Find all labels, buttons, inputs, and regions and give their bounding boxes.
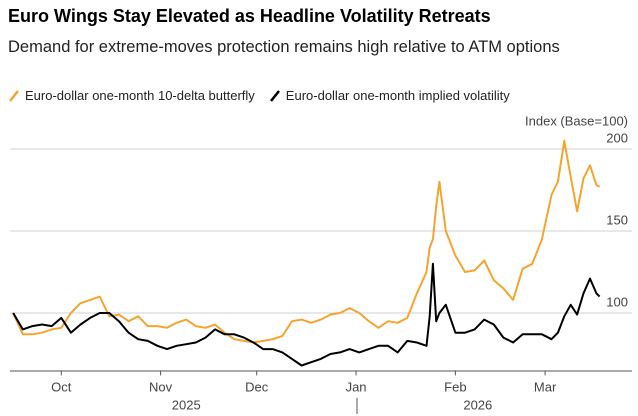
legend-label: Euro-dollar one-month 10-delta butterfly [25, 88, 255, 103]
legend-mark [269, 89, 280, 102]
legend-mark [9, 89, 19, 102]
x-tick-label: Dec [245, 379, 269, 394]
y-tick-label: 200 [606, 130, 628, 145]
legend-swatch [9, 89, 19, 102]
x-tick-label: Jan [346, 379, 367, 394]
chart-subtitle: Demand for extreme-moves protection rema… [8, 38, 560, 56]
year-label: 2025 [172, 397, 201, 412]
y-axis-label: Index (Base=100) [525, 113, 628, 128]
y-tick-label: 150 [606, 212, 628, 227]
legend-swatch [269, 89, 280, 102]
legend-item: Euro-dollar one-month 10-delta butterfly [8, 88, 255, 103]
legend-label: Euro-dollar one-month implied volatility [285, 88, 510, 103]
year-label: 2026 [463, 397, 492, 412]
legend: Euro-dollar one-month 10-delta butterfly… [8, 88, 510, 103]
chart-title: Euro Wings Stay Elevated as Headline Vol… [8, 6, 491, 26]
x-tick-label: Oct [51, 379, 72, 394]
legend-item: Euro-dollar one-month implied volatility [269, 88, 510, 103]
series-line [12, 139, 601, 344]
x-tick-label: Nov [149, 379, 173, 394]
series-line [12, 262, 601, 367]
x-tick-label: Mar [534, 379, 557, 394]
y-tick-label: 100 [606, 294, 628, 309]
x-tick-label: Feb [444, 379, 466, 394]
